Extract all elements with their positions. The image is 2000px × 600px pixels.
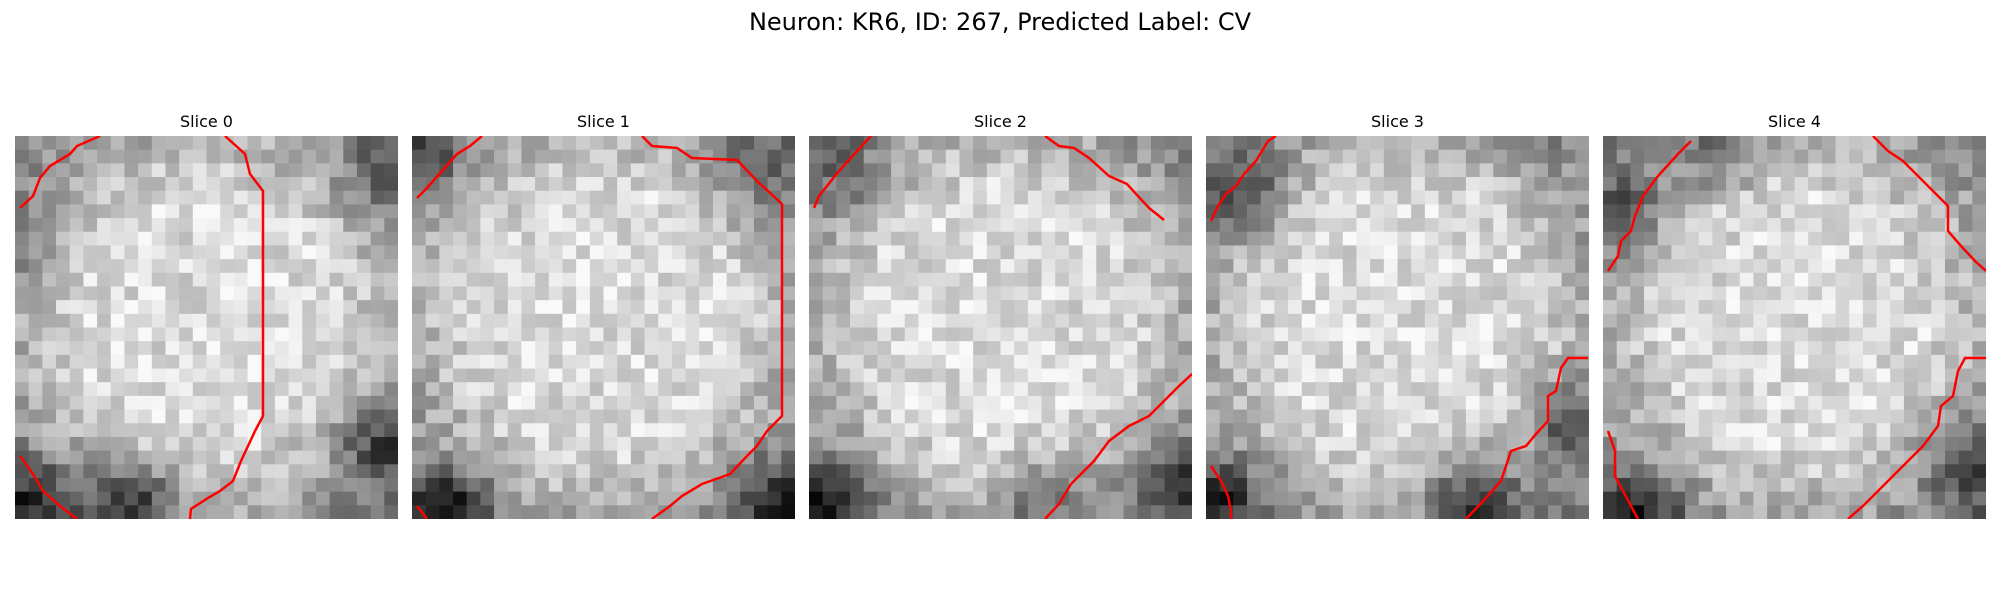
contour-line bbox=[18, 455, 78, 519]
figure-title: Neuron: KR6, ID: 267, Predicted Label: C… bbox=[748, 8, 1252, 36]
slice-title-4: Slice 4 bbox=[1768, 112, 1821, 131]
slice-title-0: Slice 0 bbox=[180, 112, 233, 131]
contour-line bbox=[1606, 140, 1692, 272]
contour-line bbox=[416, 505, 428, 519]
slice-image-3 bbox=[1206, 136, 1589, 519]
contour-line bbox=[1209, 136, 1277, 222]
contour-line bbox=[19, 136, 101, 209]
slice-panel-1: Slice 1 bbox=[412, 112, 795, 519]
contour-line bbox=[1847, 356, 1986, 519]
slice-image-1 bbox=[412, 136, 795, 519]
slice-image-2 bbox=[809, 136, 1192, 519]
slice-panel-3: Slice 3 bbox=[1206, 112, 1589, 519]
slice-image-4 bbox=[1603, 136, 1986, 519]
slice-title-1: Slice 1 bbox=[577, 112, 630, 131]
slice-panel-0: Slice 0 bbox=[15, 112, 398, 519]
contour-line bbox=[1209, 465, 1233, 519]
contour-line bbox=[188, 136, 265, 519]
slice-panel-4: Slice 4 bbox=[1603, 112, 1986, 519]
contour-line bbox=[1044, 373, 1192, 519]
contour-line bbox=[416, 136, 483, 199]
slice-panel-2: Slice 2 bbox=[809, 112, 1192, 519]
contour-line bbox=[1465, 356, 1588, 519]
slice-title-2: Slice 2 bbox=[974, 112, 1027, 131]
contour-line bbox=[1872, 136, 1986, 272]
slice-title-3: Slice 3 bbox=[1371, 112, 1424, 131]
contour-line bbox=[812, 136, 872, 209]
contour-line bbox=[1044, 136, 1165, 221]
slice-image-0 bbox=[15, 136, 398, 519]
contour-line bbox=[641, 136, 784, 519]
contour-line bbox=[1606, 430, 1640, 519]
